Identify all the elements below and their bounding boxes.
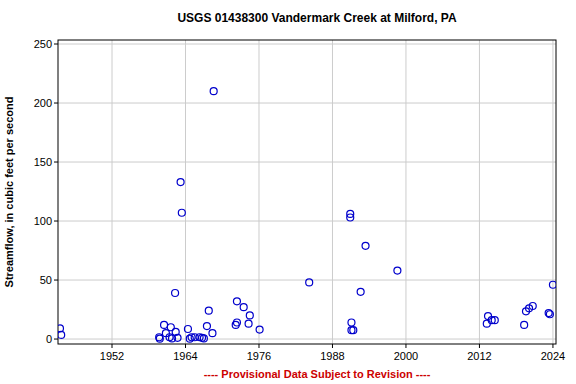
point bbox=[483, 320, 490, 327]
tick-label: 100 bbox=[34, 215, 52, 227]
grid-line bbox=[58, 162, 556, 163]
tick-mark bbox=[54, 162, 58, 163]
tick-mark bbox=[258, 344, 259, 348]
tick-mark bbox=[112, 344, 113, 348]
point bbox=[203, 323, 210, 330]
tick-mark bbox=[54, 339, 58, 340]
point bbox=[246, 312, 253, 319]
tick-label: 200 bbox=[34, 97, 52, 109]
point bbox=[245, 320, 252, 327]
chart: 1952 1964 1976 1988 2000 2012 2024 0 50 100 150 200… bbox=[0, 0, 576, 384]
point bbox=[233, 319, 240, 326]
point bbox=[178, 209, 185, 216]
point bbox=[256, 326, 263, 333]
point bbox=[156, 335, 163, 342]
point bbox=[200, 335, 207, 342]
tick-label: 0 bbox=[46, 333, 52, 345]
tick-label: 2012 bbox=[467, 350, 491, 362]
points bbox=[58, 88, 556, 342]
grid-line bbox=[479, 40, 480, 344]
tick-label: 1988 bbox=[320, 350, 344, 362]
tick-label: 2000 bbox=[394, 350, 418, 362]
grid-line bbox=[58, 221, 556, 222]
point bbox=[549, 281, 556, 288]
point bbox=[362, 242, 369, 249]
point bbox=[161, 321, 168, 328]
tick-mark bbox=[54, 221, 58, 222]
tick-mark bbox=[332, 344, 333, 348]
point bbox=[350, 327, 357, 334]
point bbox=[529, 303, 536, 310]
title: USGS 01438300 Vandermark Creek at Milfor… bbox=[177, 11, 457, 25]
point bbox=[347, 214, 354, 221]
axis-label: Streamflow, in cubic feet per second bbox=[3, 97, 15, 288]
point bbox=[394, 267, 401, 274]
tick-label: 2024 bbox=[541, 350, 565, 362]
tick-label: 1976 bbox=[247, 350, 271, 362]
point bbox=[233, 298, 240, 305]
point bbox=[205, 307, 212, 314]
point bbox=[357, 288, 364, 295]
grid-line bbox=[58, 44, 556, 45]
tick-mark bbox=[54, 103, 58, 104]
tick-label: 1952 bbox=[100, 350, 124, 362]
grid-line bbox=[58, 103, 556, 104]
tick-label: 250 bbox=[34, 38, 52, 50]
point bbox=[306, 279, 313, 286]
point bbox=[546, 311, 553, 318]
grid-line bbox=[112, 40, 113, 344]
tick-label: 150 bbox=[34, 156, 52, 168]
grid-line bbox=[405, 40, 406, 344]
point bbox=[172, 290, 179, 297]
grid-line bbox=[185, 40, 186, 344]
point bbox=[174, 334, 181, 341]
point bbox=[184, 326, 191, 333]
grid-line bbox=[58, 339, 556, 340]
tick-label: 1964 bbox=[173, 350, 197, 362]
tick-mark bbox=[552, 344, 553, 348]
tick-mark bbox=[479, 344, 480, 348]
plot-frame bbox=[58, 40, 556, 344]
background bbox=[0, 0, 576, 384]
point bbox=[521, 321, 528, 328]
tick-mark bbox=[54, 44, 58, 45]
point bbox=[491, 317, 498, 324]
point bbox=[177, 179, 184, 186]
tick-mark bbox=[54, 280, 58, 281]
grid-line bbox=[332, 40, 333, 344]
point bbox=[348, 319, 355, 326]
annotation: ---- Provisional Data Subject to Revisio… bbox=[204, 368, 431, 380]
point bbox=[209, 330, 216, 337]
grid-line bbox=[552, 40, 553, 344]
tick-label: 50 bbox=[40, 274, 52, 286]
tick-mark bbox=[185, 344, 186, 348]
grid-line bbox=[258, 40, 259, 344]
point bbox=[240, 304, 247, 311]
tick-mark bbox=[405, 344, 406, 348]
point bbox=[210, 88, 217, 95]
point bbox=[58, 331, 65, 338]
